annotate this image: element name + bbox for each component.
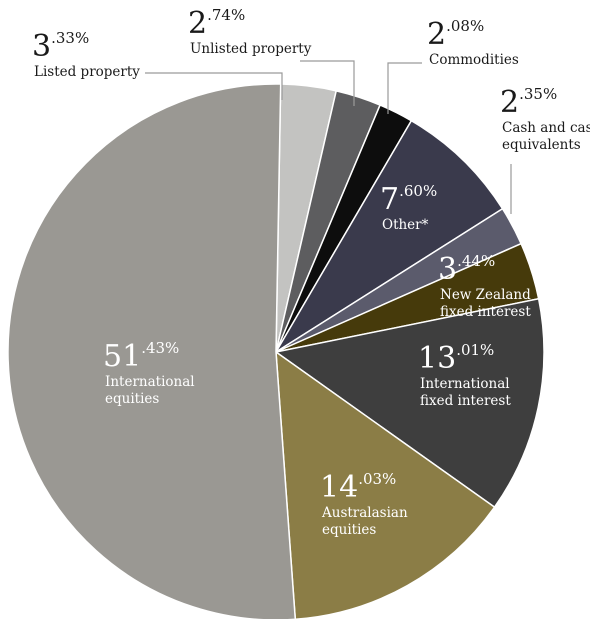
value-label-new-zealand-fixed-interest: 3.44% xyxy=(438,252,495,287)
value-label-commodities: 2.08% xyxy=(427,17,484,52)
slice-international-equities xyxy=(7,83,297,619)
category-label-commodities: Commodities xyxy=(429,52,519,68)
leader-commodities xyxy=(387,62,422,114)
category-label-australasian-equities: equities xyxy=(322,522,376,538)
category-label-international-equities: International xyxy=(105,374,195,390)
value-label-unlisted-property: 2.74% xyxy=(188,6,245,41)
leader-listed-property xyxy=(145,72,283,100)
category-label-new-zealand-fixed-interest: fixed interest xyxy=(440,304,531,320)
value-label-listed-property: 3.33% xyxy=(32,29,89,64)
value-label-international-equities: 51.43% xyxy=(103,339,179,374)
value-label-other: 7.60% xyxy=(380,182,437,217)
pie-labels: 3.33%Listed property 2.74%Unlisted proper… xyxy=(32,6,590,538)
leader-unlisted-property xyxy=(300,60,355,106)
slice-australasian-equities xyxy=(275,350,496,619)
slice-other xyxy=(275,119,504,353)
category-label-international-fixed-interest: International xyxy=(420,376,510,392)
category-label-other: Other* xyxy=(382,217,429,233)
slice-international-fixed-interest xyxy=(274,297,545,509)
category-label-unlisted-property: Unlisted property xyxy=(190,41,312,57)
leader-lines xyxy=(145,60,512,214)
category-label-cash-and-cash-equivalents: equivalents xyxy=(502,137,581,153)
value-label-international-fixed-interest: 13.01% xyxy=(418,341,494,376)
category-label-international-equities: equities xyxy=(105,391,159,407)
category-label-australasian-equities: Australasian xyxy=(321,505,408,521)
category-label-listed-property: Listed property xyxy=(34,64,140,80)
value-label-cash-and-cash-equivalents: 2.35% xyxy=(500,85,557,120)
category-label-cash-and-cash-equivalents: Cash and cash xyxy=(502,120,590,136)
value-label-australasian-equities: 14.03% xyxy=(320,470,396,505)
category-label-new-zealand-fixed-interest: New Zealand xyxy=(440,287,531,303)
pie-slices xyxy=(7,83,545,619)
category-label-international-fixed-interest: fixed interest xyxy=(420,393,511,409)
